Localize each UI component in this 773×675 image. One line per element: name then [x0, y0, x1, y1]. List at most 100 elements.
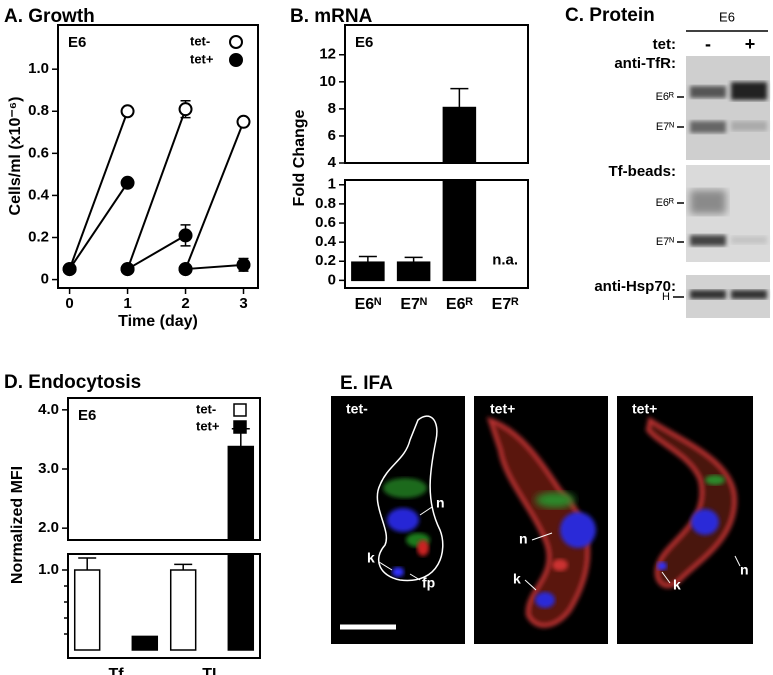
- series-line: [185, 263, 244, 271]
- bar-lower: [442, 179, 477, 282]
- marker: [120, 175, 135, 190]
- lane-label: +: [745, 34, 756, 54]
- y-tick-label: 3.0: [38, 460, 59, 477]
- image-label: tet+: [490, 401, 515, 417]
- band: [690, 190, 726, 214]
- panel-title: A. Growth: [4, 6, 95, 27]
- annotation: k: [367, 550, 375, 566]
- bar-upper: [442, 106, 477, 164]
- marker: [178, 102, 193, 117]
- image-label: tet+: [632, 401, 657, 417]
- marker: [178, 262, 193, 277]
- y-tick-label: 0.4: [28, 186, 50, 203]
- y-tick-label: 6: [328, 127, 336, 144]
- legend-marker: [233, 420, 247, 434]
- axis-frame: [57, 24, 259, 289]
- band: [690, 235, 726, 246]
- y-tick-label: 0.8: [28, 102, 49, 119]
- y-tick-label: 0.2: [28, 228, 49, 245]
- band: [731, 290, 767, 299]
- legend-marker: [229, 35, 243, 49]
- error-bar: [450, 87, 469, 108]
- bar: [131, 635, 159, 651]
- ifa-panel: E. IFA tet- tet+ tet+ n: [331, 373, 753, 644]
- y-tick-label: 0.4: [315, 233, 337, 250]
- y-tick-label: 0: [41, 271, 49, 288]
- marker: [62, 262, 77, 277]
- band-label: E7ᴺ: [656, 121, 674, 133]
- error-bar: [358, 255, 377, 263]
- legend-label: tet-: [196, 401, 216, 416]
- x-axis-label: Time (day): [118, 313, 198, 330]
- x-tick-label: 2: [181, 295, 189, 312]
- band-label: E6ᴿ: [656, 197, 674, 209]
- x-tick-label: 0: [65, 295, 73, 312]
- legend-marker: [229, 53, 243, 67]
- blot-label: Tf-beads:: [609, 163, 677, 180]
- annotation: n: [436, 495, 445, 511]
- y-tick-label: 2.0: [38, 519, 59, 536]
- tet-label: tet:: [653, 36, 676, 53]
- y-axis-label: Normalized MFI: [9, 466, 26, 584]
- marker: [178, 228, 193, 243]
- panel-title: E. IFA: [340, 373, 393, 394]
- y-tick-label: 4: [328, 154, 337, 171]
- y-tick-label: 0.8: [315, 195, 336, 212]
- band: [731, 236, 767, 244]
- band-label: H: [662, 291, 670, 303]
- band: [731, 121, 767, 131]
- bar-upper: [227, 445, 255, 541]
- y-tick-label: 1.0: [38, 561, 59, 578]
- panel-title: C. Protein: [565, 5, 655, 26]
- y-axis-label: Fold Change: [291, 109, 308, 206]
- value-label: n.a.: [492, 251, 518, 268]
- cell-1: [340, 415, 444, 630]
- y-tick-label: 10: [319, 73, 336, 90]
- annotation: k: [673, 577, 681, 593]
- y-tick-label: 0.6: [28, 144, 49, 161]
- marker: [236, 114, 251, 129]
- blot-label: anti-TfR:: [614, 55, 676, 72]
- axis-frame: [344, 24, 529, 164]
- blot-panel: C. Protein E6 tet: - + anti-TfR: E6ᴿ E7ᴺ…: [565, 5, 770, 318]
- cell-2: [486, 416, 596, 628]
- error-bar: [78, 557, 97, 570]
- annotation: n: [740, 562, 749, 578]
- x-tick-label: 3: [239, 295, 247, 312]
- inset-label: E6: [78, 407, 96, 424]
- series-line: [68, 182, 129, 270]
- y-tick-label: 8: [328, 100, 336, 117]
- blot-label: anti-Hsp70:: [594, 278, 676, 295]
- y-tick-label: 4.0: [38, 401, 59, 418]
- x-tick-label: E6ᴺ: [355, 296, 382, 313]
- panel-title: D. Endocytosis: [4, 372, 141, 393]
- marker: [120, 104, 135, 119]
- blot-image: [686, 56, 770, 160]
- cell-3: [645, 416, 738, 588]
- legend-marker: [233, 403, 247, 417]
- marker: [236, 257, 251, 272]
- x-tick-label: E7ᴺ: [400, 296, 427, 313]
- axis-frame: [344, 179, 529, 289]
- y-axis-label: Cells/ml (x10⁻⁶): [7, 97, 24, 216]
- y-tick-label: 1.0: [28, 60, 49, 77]
- axis-frame: [67, 553, 261, 659]
- band-label: E6ᴿ: [656, 91, 674, 103]
- band-ticks: [673, 96, 684, 298]
- marker: [120, 262, 135, 277]
- lane-label: -: [705, 34, 711, 54]
- legend-label: tet+: [190, 51, 214, 66]
- bar: [351, 261, 385, 282]
- y-tick-label: 0.6: [315, 214, 336, 231]
- y-tick-label: 0.2: [315, 252, 336, 269]
- x-tick-label: Tf: [108, 666, 124, 675]
- inset-label: E6: [68, 34, 86, 51]
- bar-lower: [227, 553, 255, 651]
- series-line: [184, 121, 245, 270]
- error-bar: [404, 256, 423, 263]
- legend-label: tet-: [190, 33, 210, 48]
- annotation: k: [513, 571, 521, 587]
- x-tick-label: E7ᴿ: [492, 296, 520, 313]
- annotation: fp: [422, 575, 435, 591]
